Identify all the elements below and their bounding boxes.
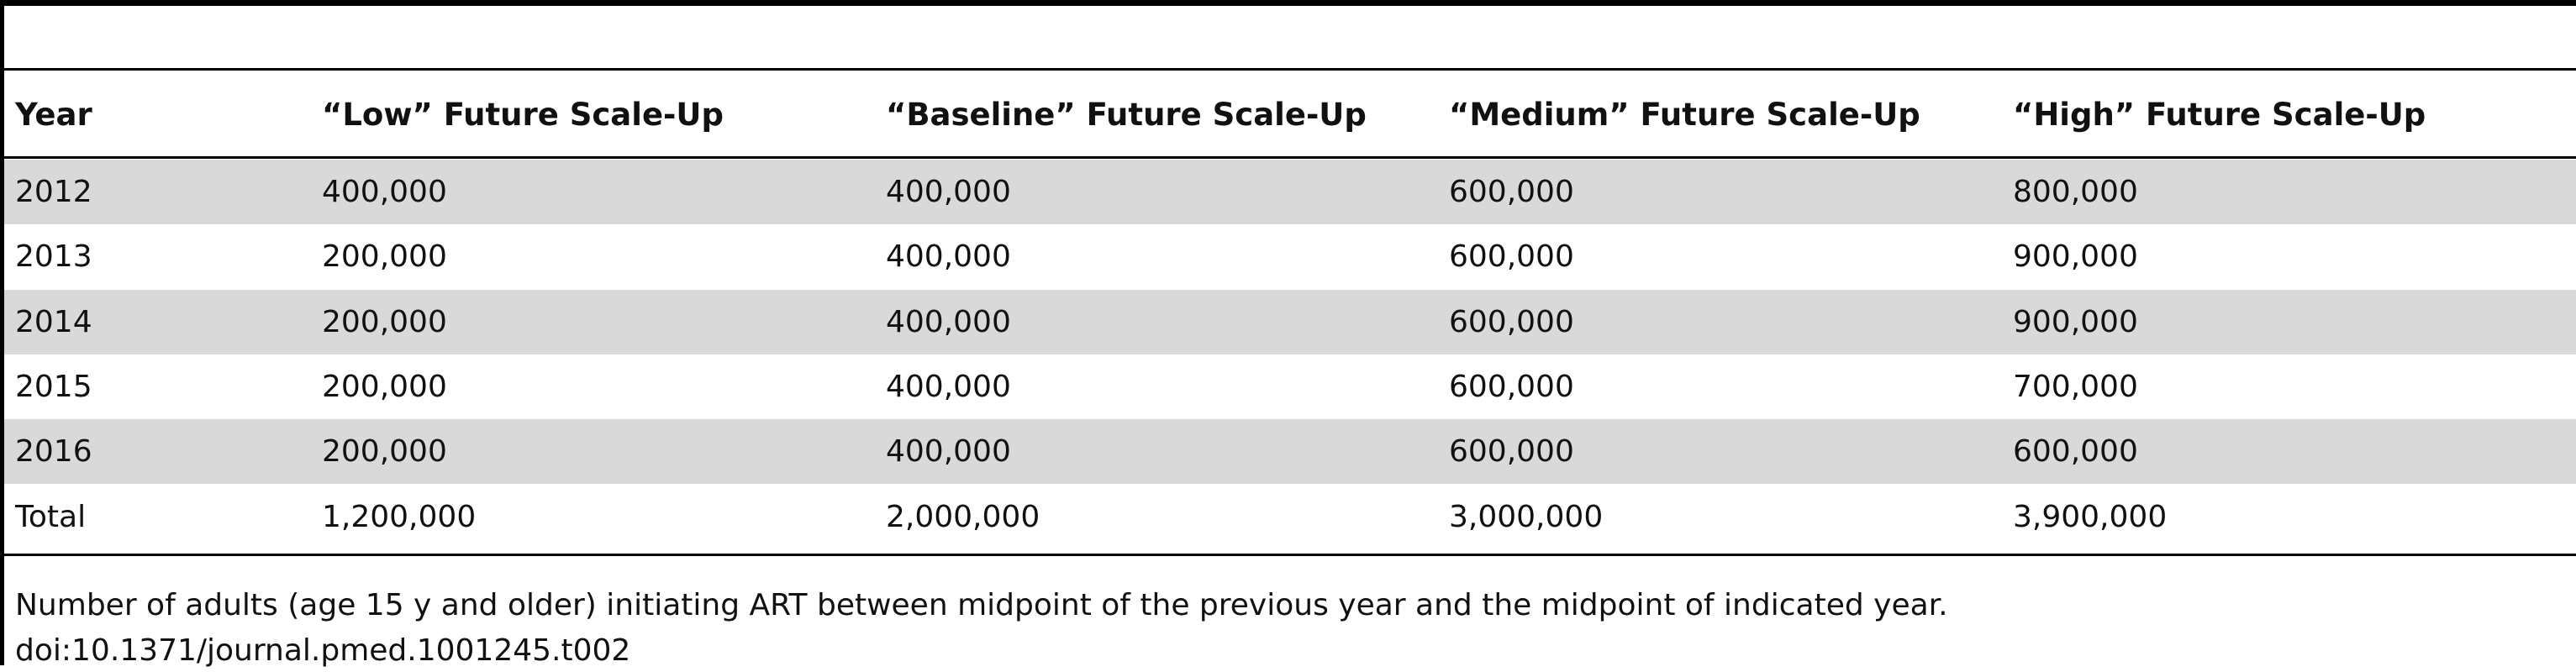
doi: doi:10.1371/journal.pmed.1001245.t002 xyxy=(15,633,631,668)
table-cell: 200,000 xyxy=(322,369,447,404)
table-cell: 2014 xyxy=(15,304,92,339)
table-cell: 200,000 xyxy=(322,304,447,339)
column-header: “Baseline” Future Scale-Up xyxy=(886,97,1367,133)
table-cell: 200,000 xyxy=(322,239,447,275)
table-cell: 2016 xyxy=(15,434,92,470)
table-row: 2016 200,000 400,000 600,000 600,000 xyxy=(4,419,2576,485)
table-cell: 600,000 xyxy=(1449,175,1574,209)
table-bottom-rule xyxy=(0,554,2576,556)
table-cell: 900,000 xyxy=(2013,304,2138,339)
table-cell: 1,200,000 xyxy=(322,499,477,534)
table-cell: 700,000 xyxy=(2013,369,2138,404)
table-row: 2013 200,000 400,000 600,000 900,000 xyxy=(4,224,2576,289)
table-row: 2014 200,000 400,000 600,000 900,000 xyxy=(4,289,2576,354)
table-cell: 400,000 xyxy=(886,434,1011,470)
table-cell: 2013 xyxy=(15,239,92,275)
column-header: “High” Future Scale-Up xyxy=(2013,97,2426,133)
table-cell: 400,000 xyxy=(886,175,1011,209)
table-cell: 600,000 xyxy=(1449,239,1574,275)
column-header: “Medium” Future Scale-Up xyxy=(1449,97,1920,133)
column-header: Year xyxy=(15,97,92,133)
table-cell: 600,000 xyxy=(1449,369,1574,404)
table-cell: 400,000 xyxy=(886,369,1011,404)
table-cell: Total xyxy=(15,499,87,534)
top-rule xyxy=(0,0,2576,6)
left-border xyxy=(0,0,4,665)
header-bottom-rule xyxy=(0,156,2576,159)
footnote: Number of adults (age 15 y and older) in… xyxy=(15,588,1948,622)
table-row: 2015 200,000 400,000 600,000 700,000 xyxy=(4,354,2576,419)
table-cell: 200,000 xyxy=(322,434,447,470)
table-cell: 400,000 xyxy=(886,304,1011,339)
table-cell: 800,000 xyxy=(2013,175,2138,209)
table-cell: 900,000 xyxy=(2013,239,2138,275)
table-cell: 400,000 xyxy=(886,239,1011,275)
table-cell: 2012 xyxy=(15,175,92,209)
header-row: Year “Low” Future Scale-Up “Baseline” Futu… xyxy=(4,82,2576,147)
table-cell: 2015 xyxy=(15,369,92,404)
table-cell: 600,000 xyxy=(2013,434,2138,470)
table-cell: 3,900,000 xyxy=(2013,499,2168,534)
table-row: Total 1,200,000 2,000,000 3,000,000 3,900,00… xyxy=(4,485,2576,549)
column-header: “Low” Future Scale-Up xyxy=(322,97,724,133)
table-cell: 3,000,000 xyxy=(1449,499,1604,534)
table-row: 2012 400,000 400,000 600,000 800,000 xyxy=(4,160,2576,224)
table-cell: 600,000 xyxy=(1449,304,1574,339)
table-cell: 600,000 xyxy=(1449,434,1574,470)
header-top-rule xyxy=(0,68,2576,71)
table-cell: 2,000,000 xyxy=(886,499,1040,534)
table-cell: 400,000 xyxy=(322,175,447,209)
